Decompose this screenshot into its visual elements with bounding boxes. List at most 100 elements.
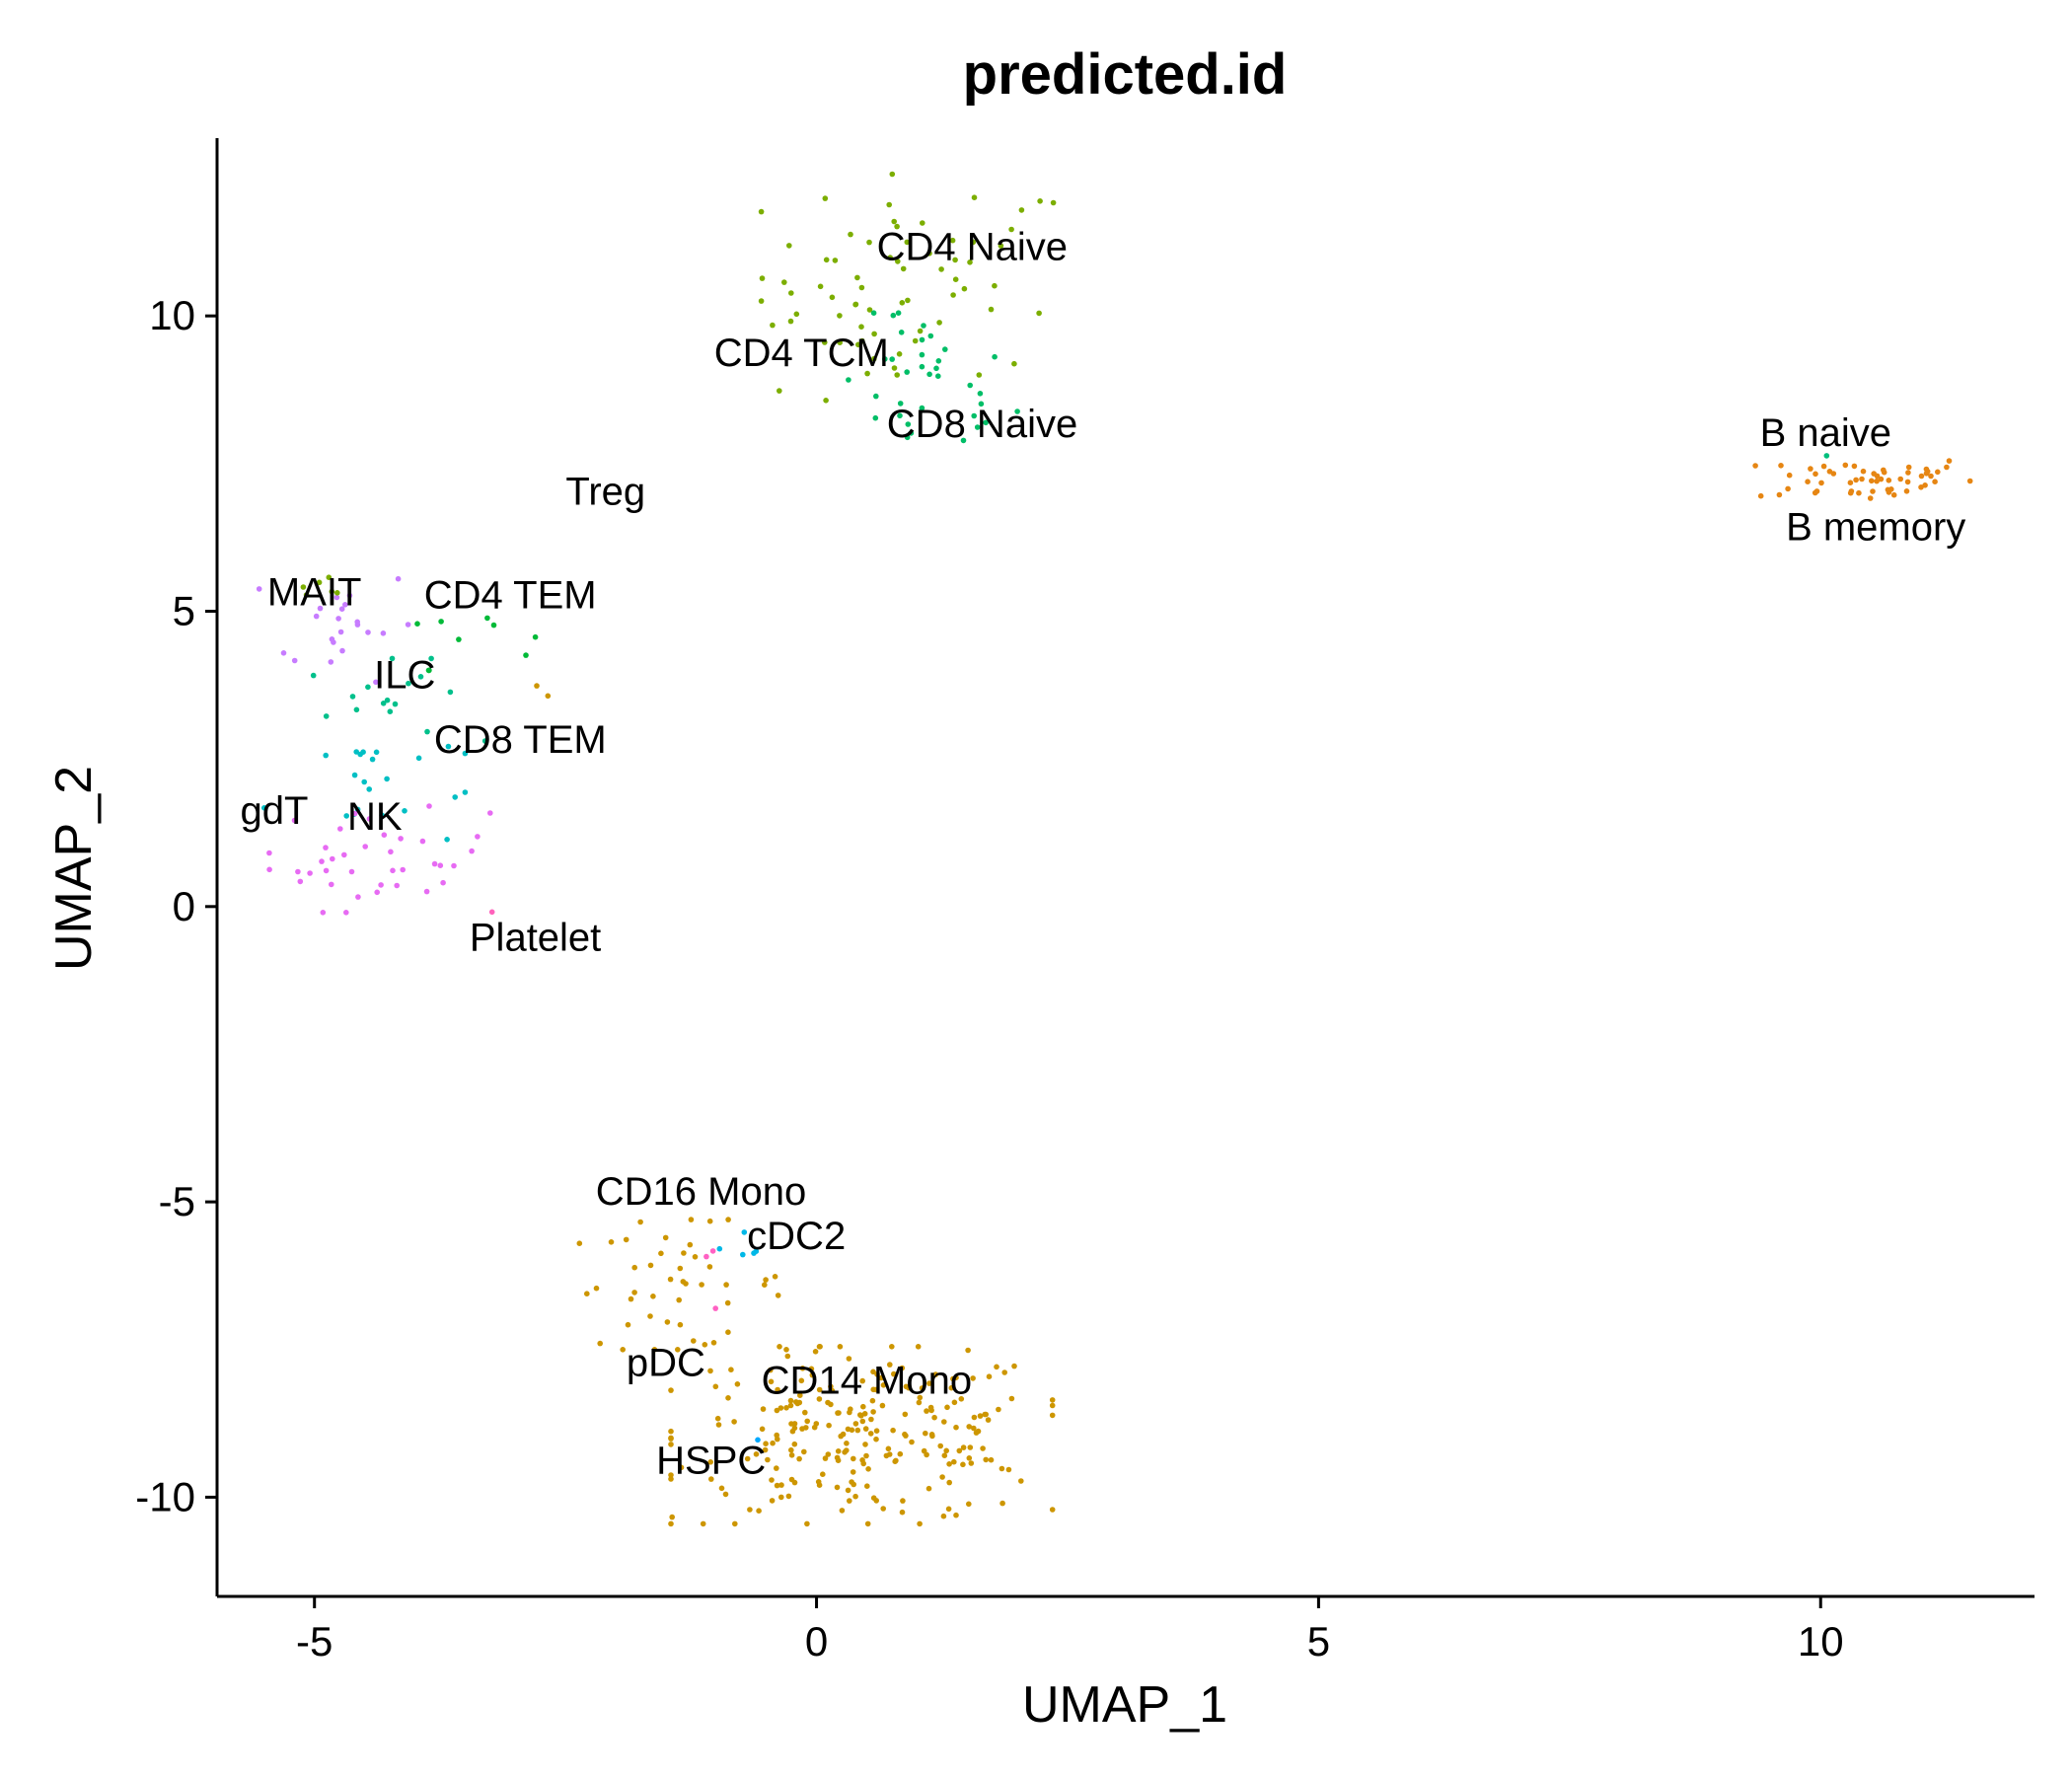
data-point (872, 414, 879, 421)
data-point (384, 697, 391, 703)
data-point (871, 331, 877, 337)
data-point (919, 405, 925, 411)
data-point (859, 1377, 865, 1384)
data-point (647, 1313, 653, 1319)
x-tick-label: -5 (296, 1618, 333, 1665)
data-point (481, 738, 488, 744)
data-point (317, 605, 324, 612)
y-tick-label: 10 (149, 292, 195, 338)
data-point (816, 1482, 823, 1488)
data-point (865, 1466, 871, 1472)
data-point (722, 1491, 729, 1498)
data-point (395, 575, 402, 582)
data-point (996, 1406, 1001, 1413)
data-point (414, 621, 420, 627)
data-point (900, 1498, 906, 1504)
data-point (387, 708, 394, 714)
series-cdc2 (716, 1229, 760, 1258)
data-point (943, 1447, 949, 1454)
data-point (699, 1282, 704, 1288)
data-point (291, 657, 298, 664)
data-point (854, 1427, 861, 1434)
data-point (847, 1498, 852, 1504)
data-point (832, 258, 839, 263)
data-point (846, 377, 851, 383)
data-point (1786, 472, 1793, 479)
data-point (668, 1436, 674, 1442)
data-point (953, 1424, 959, 1431)
data-point (310, 672, 317, 679)
data-point (394, 882, 401, 889)
series-cd16-mono (576, 1217, 789, 1353)
data-point (1830, 471, 1837, 477)
data-point (889, 1344, 895, 1350)
y-tick-label: 5 (173, 587, 195, 633)
series-b-naive (1752, 458, 1973, 501)
data-point (406, 680, 411, 687)
data-point (1757, 492, 1764, 499)
cluster-label: MAIT (267, 571, 362, 615)
data-point (357, 751, 364, 758)
data-point (886, 201, 892, 208)
x-axis-title: UMAP_1 (1022, 1676, 1227, 1734)
data-point (763, 1277, 769, 1283)
data-point (584, 1291, 590, 1296)
data-point (967, 1444, 974, 1450)
data-point (951, 1458, 957, 1465)
data-point (668, 1520, 674, 1527)
data-point (826, 1422, 832, 1429)
data-point (1881, 467, 1887, 474)
data-point (817, 283, 824, 290)
data-point (774, 1465, 779, 1471)
data-point (860, 1403, 866, 1410)
data-point (976, 372, 983, 378)
data-point (715, 1422, 722, 1428)
data-point (946, 1479, 952, 1486)
data-point (845, 1487, 851, 1494)
data-point (992, 353, 998, 360)
data-point (1847, 480, 1854, 486)
data-point (851, 1455, 856, 1462)
data-point (952, 276, 959, 283)
data-point (667, 1276, 674, 1283)
data-point (1870, 488, 1876, 494)
data-point (971, 194, 978, 200)
data-point (712, 1383, 719, 1390)
data-point (917, 1520, 923, 1527)
data-point (402, 808, 407, 814)
data-point (808, 1366, 815, 1372)
data-point (753, 1451, 760, 1457)
data-point (341, 851, 347, 858)
data-point (668, 1476, 674, 1482)
data-point (475, 834, 481, 840)
data-point (932, 1371, 939, 1377)
data-point (355, 894, 361, 900)
data-point (887, 255, 893, 260)
data-point (707, 1459, 713, 1465)
series-ilc (310, 655, 488, 744)
data-point (796, 1455, 802, 1462)
data-point (1008, 226, 1014, 233)
data-point (983, 419, 989, 426)
data-point (874, 1371, 880, 1377)
data-point (343, 910, 349, 916)
data-point (662, 1234, 669, 1241)
data-point (1778, 463, 1784, 469)
data-point (307, 870, 313, 876)
data-point (687, 1241, 694, 1248)
data-point (765, 1456, 771, 1463)
data-point (398, 836, 404, 842)
data-point (280, 650, 287, 656)
data-point (774, 1482, 780, 1489)
data-point (388, 849, 394, 855)
data-point (822, 1455, 829, 1461)
data-point (891, 218, 897, 225)
data-point (852, 1493, 858, 1500)
data-point (903, 1433, 909, 1439)
data-point (323, 845, 329, 851)
data-point (905, 297, 911, 304)
data-point (919, 363, 925, 370)
data-point (1808, 466, 1813, 472)
data-point (490, 622, 497, 629)
data-point (334, 590, 340, 596)
